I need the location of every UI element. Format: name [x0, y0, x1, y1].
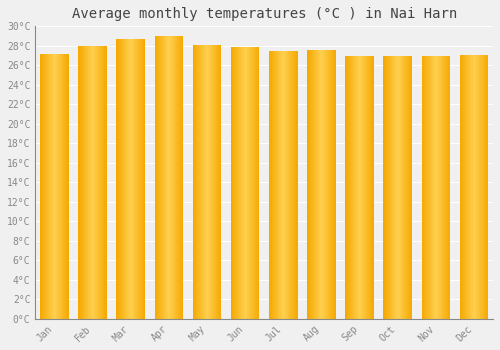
Title: Average monthly temperatures (°C ) in Nai Harn: Average monthly temperatures (°C ) in Na… — [72, 7, 457, 21]
